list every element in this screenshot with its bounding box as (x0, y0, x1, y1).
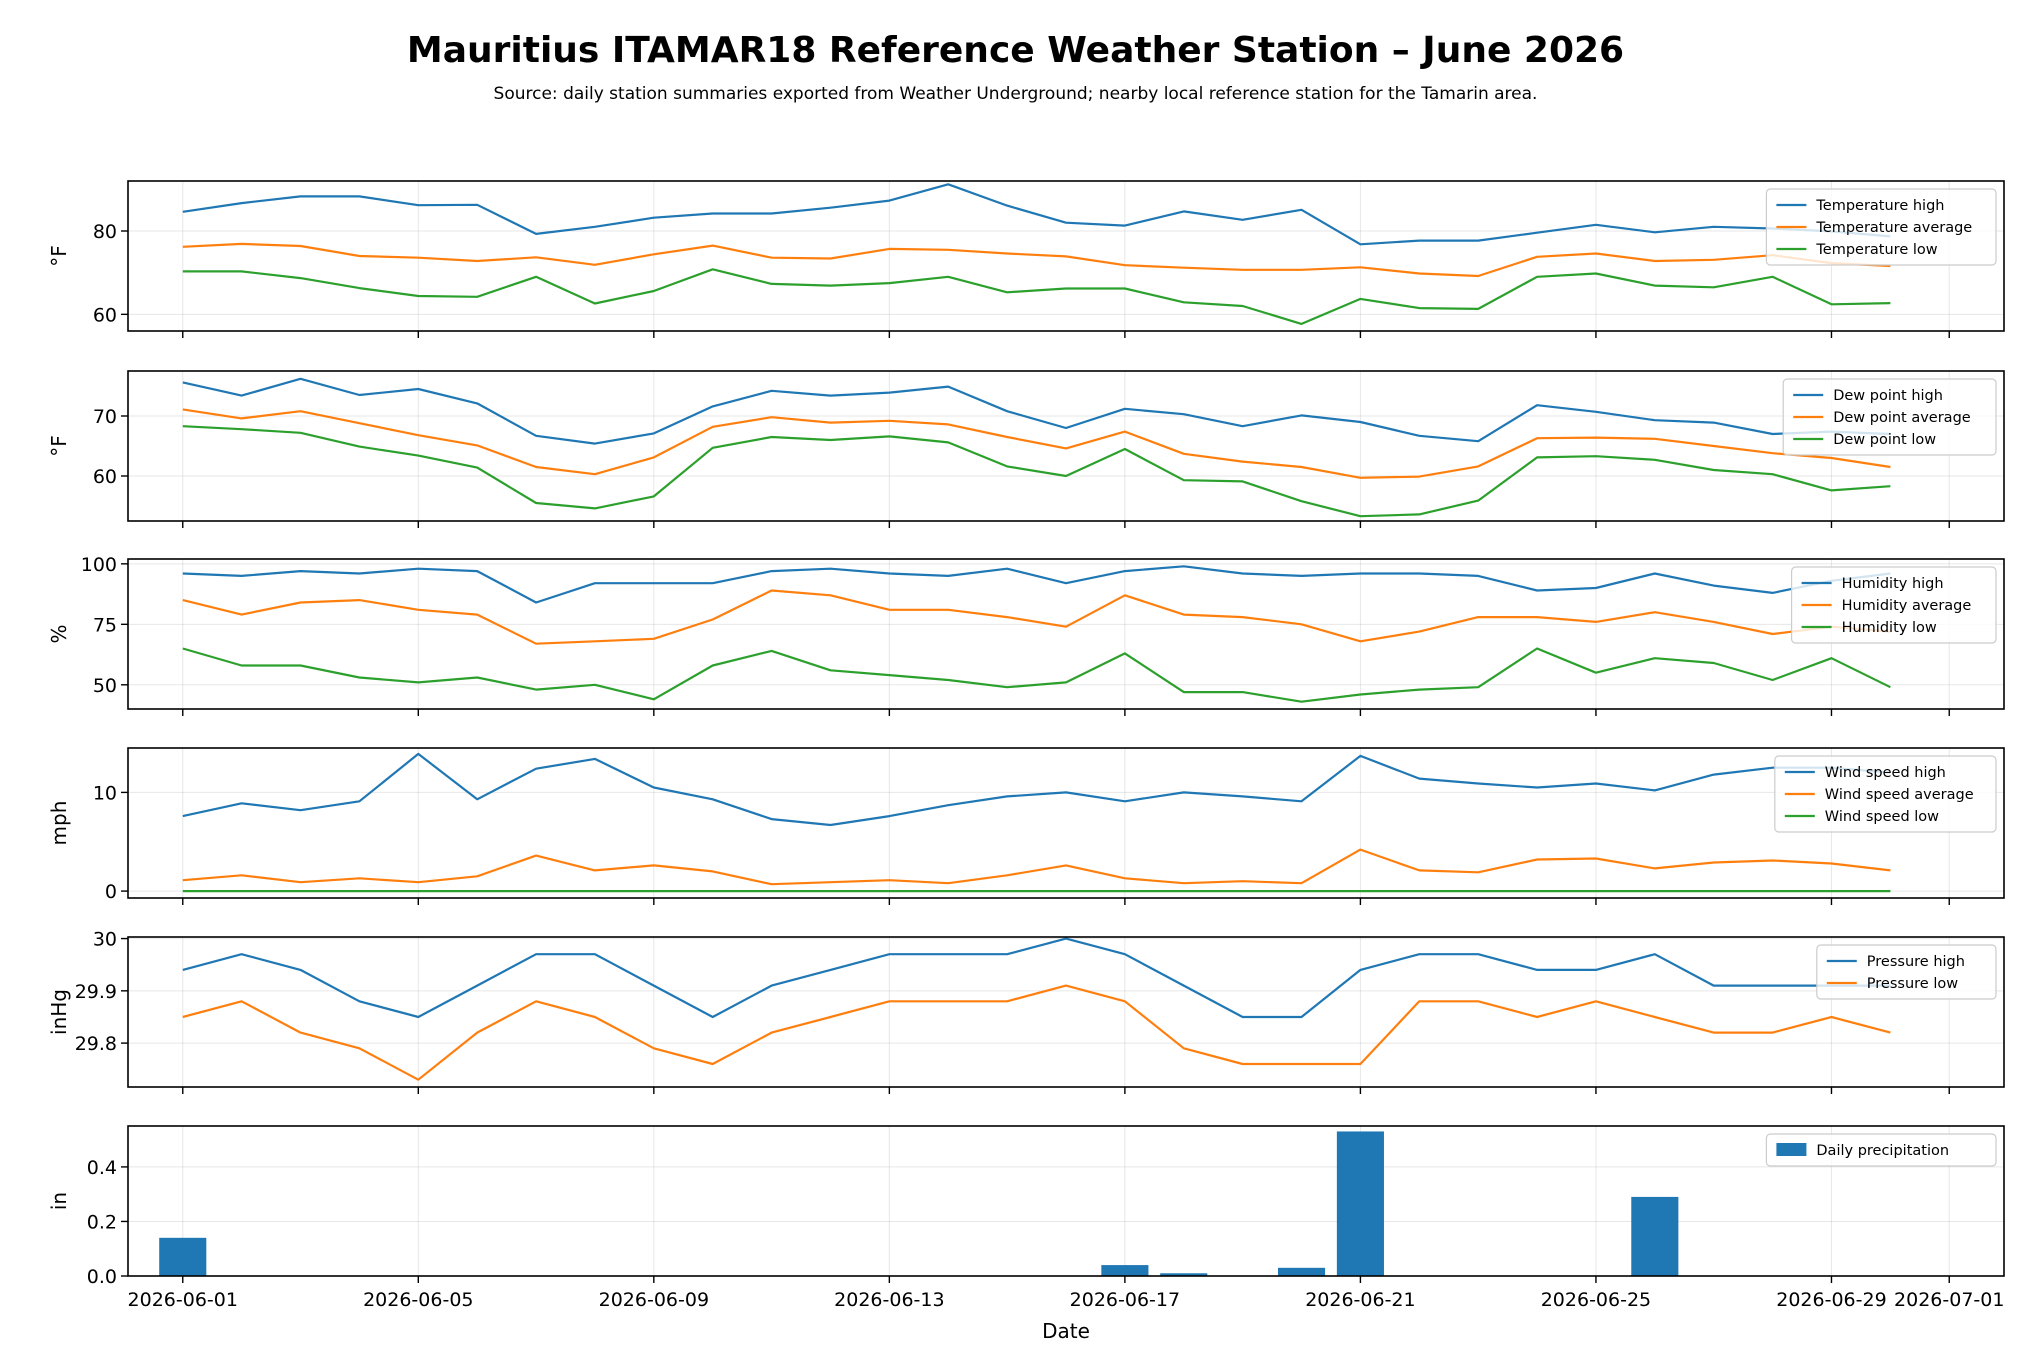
legend: Pressure high Pressure low (1816, 944, 1997, 1000)
legend-label: Wind speed low (1825, 809, 1939, 825)
legend-box (1765, 188, 1997, 266)
series-line-2 (182, 242, 1891, 278)
legend-label: Temperature low (1815, 242, 1937, 258)
legend-label: Dew point low (1833, 432, 1936, 448)
x-axis-label: Date (1042, 1319, 1090, 1343)
series-line-2 (182, 589, 1891, 645)
y-tick-label: 0 (105, 881, 117, 903)
panel-1: 60 80 °F Temperature high Temperature averag… (47, 180, 2005, 338)
x-tick-label: 2026-06-01 (128, 1289, 238, 1311)
x-tick-label: 2026-06-09 (599, 1289, 709, 1311)
chart-subtitle: Source: daily station summaries exported… (493, 84, 1538, 104)
panel-frame (127, 747, 2005, 899)
legend-box (1790, 566, 1997, 644)
series-line-1 (182, 183, 1891, 246)
series-line-1 (182, 377, 1891, 445)
legend-label: Pressure low (1867, 976, 1958, 992)
precip-bar (1631, 1196, 1679, 1276)
panel-frame (127, 1125, 2005, 1277)
y-axis-label: mph (47, 801, 71, 846)
y-tick-label: 10 (93, 782, 117, 804)
legend-box (1774, 755, 1997, 833)
legend: Humidity high Humidity average Humidity lo… (1790, 566, 1997, 644)
panel-frame (127, 936, 2005, 1088)
series-line-2 (182, 408, 1891, 479)
y-tick-label: 50 (93, 675, 117, 697)
y-tick-label: 60 (93, 466, 117, 488)
y-tick-label: 29.8 (75, 1033, 117, 1055)
precip-bar (1160, 1273, 1208, 1276)
panel-frame (127, 370, 2005, 522)
legend-label: Wind speed high (1825, 765, 1946, 781)
series-line-3 (182, 425, 1891, 518)
precip-bar (1101, 1265, 1149, 1276)
y-tick-label: 80 (93, 221, 117, 243)
y-axis-label: % (47, 624, 71, 643)
series-line-3 (182, 268, 1891, 325)
y-tick-label: 70 (93, 406, 117, 428)
legend: Wind speed high Wind speed average Wind sp… (1774, 755, 1997, 833)
y-tick-label: 0.2 (87, 1211, 117, 1233)
x-tick-label: 2026-06-05 (363, 1289, 473, 1311)
legend-label: Pressure high (1867, 954, 1965, 970)
x-tick-label: 2026-06-25 (1541, 1289, 1651, 1311)
y-tick-label: 0.4 (87, 1157, 117, 1179)
x-tick-label: 2026-07-01 (1894, 1289, 2004, 1311)
y-tick-label: 29.9 (75, 981, 117, 1003)
y-axis-label: inHg (47, 989, 71, 1035)
y-tick-label: 100 (81, 554, 117, 576)
legend-label: Temperature high (1815, 198, 1944, 214)
panel-frame (127, 180, 2005, 332)
x-tick-label: 2026-06-13 (834, 1289, 944, 1311)
chart-title: Mauritius ITAMAR18 Reference Weather Sta… (406, 30, 1625, 71)
legend-box (1782, 378, 1997, 456)
y-axis-label: in (47, 1192, 71, 1210)
legend-label: Humidity high (1842, 576, 1944, 592)
legend-label: Dew point high (1833, 388, 1943, 404)
panel-5: 29.8 29.9 30 inHg Pressure high Pressure low (47, 929, 2005, 1094)
legend-label: Humidity low (1842, 620, 1937, 636)
x-tick-label: 2026-06-21 (1305, 1289, 1415, 1311)
series-line-2 (182, 848, 1891, 886)
panel-6: 0.0 0.2 0.4 in 2026-06-01 2026-06-05 2026-06-0… (47, 1125, 2005, 1343)
panel-frame (127, 558, 2005, 710)
legend-box (1765, 1133, 1997, 1167)
legend-box (1816, 944, 1997, 1000)
y-tick-label: 75 (93, 614, 117, 636)
series-line-2 (182, 984, 1891, 1081)
legend-label: Daily precipitation (1816, 1143, 1949, 1159)
legend-swatch (1776, 1143, 1807, 1156)
series-line-1 (182, 752, 1891, 827)
precip-bar (1336, 1131, 1384, 1276)
legend: Daily precipitation (1765, 1133, 1997, 1167)
y-axis-label: °F (47, 245, 71, 267)
legend-label: Wind speed average (1825, 787, 1974, 803)
precip-bar (1277, 1267, 1326, 1276)
legend-label: Dew point average (1833, 410, 1971, 426)
legend-label: Humidity average (1842, 598, 1972, 614)
y-tick-label: 30 (93, 929, 117, 951)
legend: Dew point high Dew point average Dew point… (1782, 378, 1997, 456)
y-tick-label: 0.0 (87, 1266, 117, 1288)
precip-bar (159, 1237, 207, 1276)
legend-label: Temperature average (1815, 220, 1972, 236)
series-line-1 (182, 937, 1891, 1019)
x-tick-label: 2026-06-29 (1776, 1289, 1886, 1311)
series-line-3 (182, 647, 1891, 703)
y-tick-label: 60 (93, 304, 117, 326)
x-tick-label: 2026-06-17 (1070, 1289, 1180, 1311)
legend: Temperature high Temperature average Tempe… (1765, 188, 1997, 266)
y-axis-label: °F (47, 435, 71, 457)
series-line-1 (182, 565, 1891, 604)
